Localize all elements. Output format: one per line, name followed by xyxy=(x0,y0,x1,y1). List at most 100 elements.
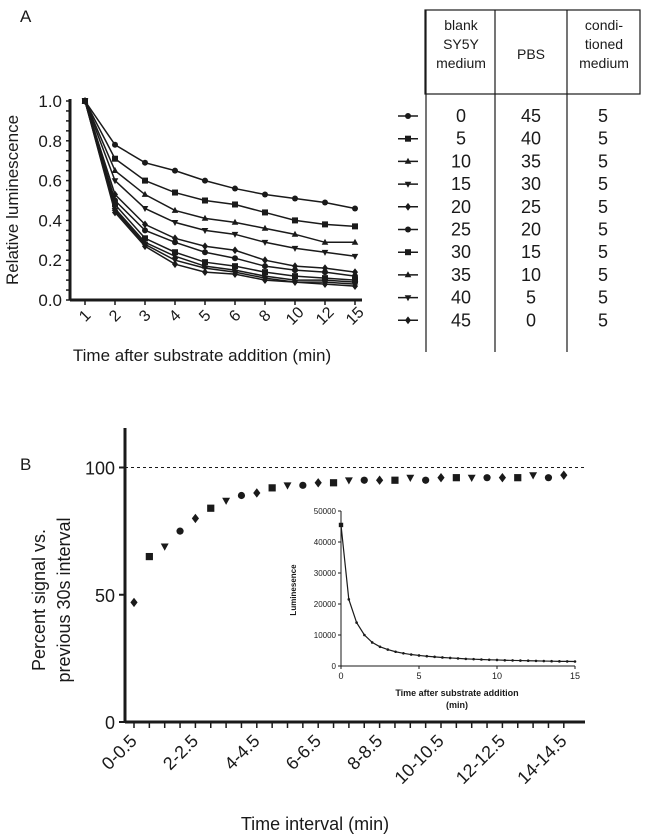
chart-b-point xyxy=(376,475,384,485)
chart-b: Percent signal vs. previous 30s interval… xyxy=(29,428,585,834)
inset-point xyxy=(573,660,577,663)
inset-y-tick-label: 30000 xyxy=(314,569,337,578)
inset-x-tick-label: 5 xyxy=(416,671,421,681)
chart-b-point xyxy=(360,476,368,484)
chart-a-series-line-5 xyxy=(84,100,356,228)
chart-a-point-10 xyxy=(201,214,209,221)
chart-a-point-45 xyxy=(172,260,178,269)
inset-point xyxy=(409,653,413,656)
legend-cell: 20 xyxy=(451,197,471,217)
inset-series-line xyxy=(340,524,576,663)
chart-a-point-5 xyxy=(202,197,208,204)
chart-b-point xyxy=(514,474,522,482)
chart-a-series-line-40 xyxy=(84,100,356,285)
chart-a-point-10 xyxy=(261,224,269,231)
inset-x-tick-label: 0 xyxy=(338,671,343,681)
chart-b-point xyxy=(560,470,568,480)
chart-b-x-tick-label: 14-14.5 xyxy=(513,731,570,788)
inset-point xyxy=(503,658,507,662)
chart-a-x-tick-label: 5 xyxy=(196,307,214,325)
legend-cell: 25 xyxy=(521,197,541,217)
legend-cell: 15 xyxy=(521,242,541,262)
chart-a-x-tick-label: 3 xyxy=(136,307,154,325)
chart-b-point xyxy=(467,474,476,482)
chart-a-x-tick-label: 2 xyxy=(106,307,124,325)
chart-b-x-tick-label: 10-10.5 xyxy=(391,731,448,788)
legend-header-2-line-1: PBS xyxy=(517,46,545,62)
legend-key-marker-0 xyxy=(405,113,411,119)
chart-a-point-5 xyxy=(172,189,178,196)
legend-cell: 0 xyxy=(526,310,536,330)
legend-cell: 5 xyxy=(598,151,608,171)
chart-a-point-0 xyxy=(262,191,268,198)
chart-b-point xyxy=(207,504,215,512)
chart-a-point-45 xyxy=(352,282,358,290)
chart-a-point-0 xyxy=(352,205,358,212)
inset-chart: Luminesence Time after substrate additio… xyxy=(289,507,580,710)
chart-b-x-tick-label: 12-12.5 xyxy=(452,731,509,788)
inset-point xyxy=(448,656,452,660)
legend-cell: 30 xyxy=(521,174,541,194)
legend-cell: 5 xyxy=(598,310,608,330)
inset-point xyxy=(370,641,374,644)
legend-cell: 35 xyxy=(451,265,471,285)
chart-b-point xyxy=(253,488,261,498)
chart-b-point xyxy=(237,491,246,500)
chart-a-x-axis-label: Time after substrate addition (min) xyxy=(73,346,331,365)
legend-key-marker-7 xyxy=(404,271,412,278)
chart-b-point xyxy=(268,484,276,492)
chart-a-point-0 xyxy=(142,159,148,166)
inset-point xyxy=(464,657,468,661)
chart-a-point-30 xyxy=(262,269,268,276)
chart-b-point xyxy=(145,552,153,561)
chart-a-point-5 xyxy=(352,223,358,230)
panel-label-a: A xyxy=(20,7,32,26)
chart-b-point xyxy=(452,474,460,482)
chart-b-y-axis-label-line-2: previous 30s interval xyxy=(54,517,74,682)
chart-a-y-axis-label: Relative luminescence xyxy=(3,115,22,285)
chart-a-point-30 xyxy=(202,259,208,266)
chart-a-point-45 xyxy=(82,97,88,105)
chart-a-y-tick-label: 0.6 xyxy=(38,172,62,191)
chart-b-x-tick-label: 0-0.5 xyxy=(98,731,141,774)
inset-point xyxy=(441,656,444,659)
inset-point xyxy=(487,658,491,662)
chart-a-y-tick-label: 0.2 xyxy=(38,251,62,270)
chart-a-series-line-25 xyxy=(84,100,356,277)
chart-a-point-10 xyxy=(231,218,239,225)
chart-b-point xyxy=(283,482,292,490)
chart-a-point-5 xyxy=(142,177,148,184)
legend-key-marker-9 xyxy=(405,316,411,325)
inset-y-tick-label: 10000 xyxy=(314,631,337,640)
inset-point xyxy=(347,598,351,601)
legend-cell: 5 xyxy=(598,129,608,149)
chart-a-point-0 xyxy=(292,195,298,202)
chart-b-point xyxy=(406,474,415,482)
legend-key-marker-5 xyxy=(405,226,411,233)
legend-cell: 5 xyxy=(598,220,608,240)
inset-point xyxy=(378,645,382,649)
chart-a-point-10 xyxy=(351,238,359,245)
chart-b-point xyxy=(299,481,307,489)
chart-a-point-5 xyxy=(232,201,238,208)
legend-cell: 0 xyxy=(456,106,466,126)
chart-a-x-tick-label: 15 xyxy=(343,304,368,329)
inset-point xyxy=(402,651,405,655)
chart-a-series-line-10 xyxy=(84,100,355,244)
chart-a-point-15 xyxy=(261,239,269,246)
chart-a-x-tick-label: 8 xyxy=(256,307,274,325)
chart-a-point-10 xyxy=(171,206,179,213)
chart-a-point-5 xyxy=(112,155,118,162)
chart-a-x-tick-label: 1 xyxy=(76,307,94,325)
legend-cell: 5 xyxy=(598,265,608,285)
chart-b-x-tick-label: 2-2.5 xyxy=(159,731,202,774)
chart-a-point-20 xyxy=(232,246,238,255)
chart-b-point xyxy=(422,476,430,484)
chart-b-x-tick-label: 4-4.5 xyxy=(220,731,263,774)
legend-header-3-line-3: medium xyxy=(579,55,629,71)
chart-b-y-tick-label: 0 xyxy=(105,713,115,733)
chart-a: Relative luminescence Time after substra… xyxy=(3,92,368,365)
chart-a-point-20 xyxy=(202,242,208,251)
chart-a-point-10 xyxy=(291,230,299,237)
chart-a-point-45 xyxy=(202,268,208,277)
